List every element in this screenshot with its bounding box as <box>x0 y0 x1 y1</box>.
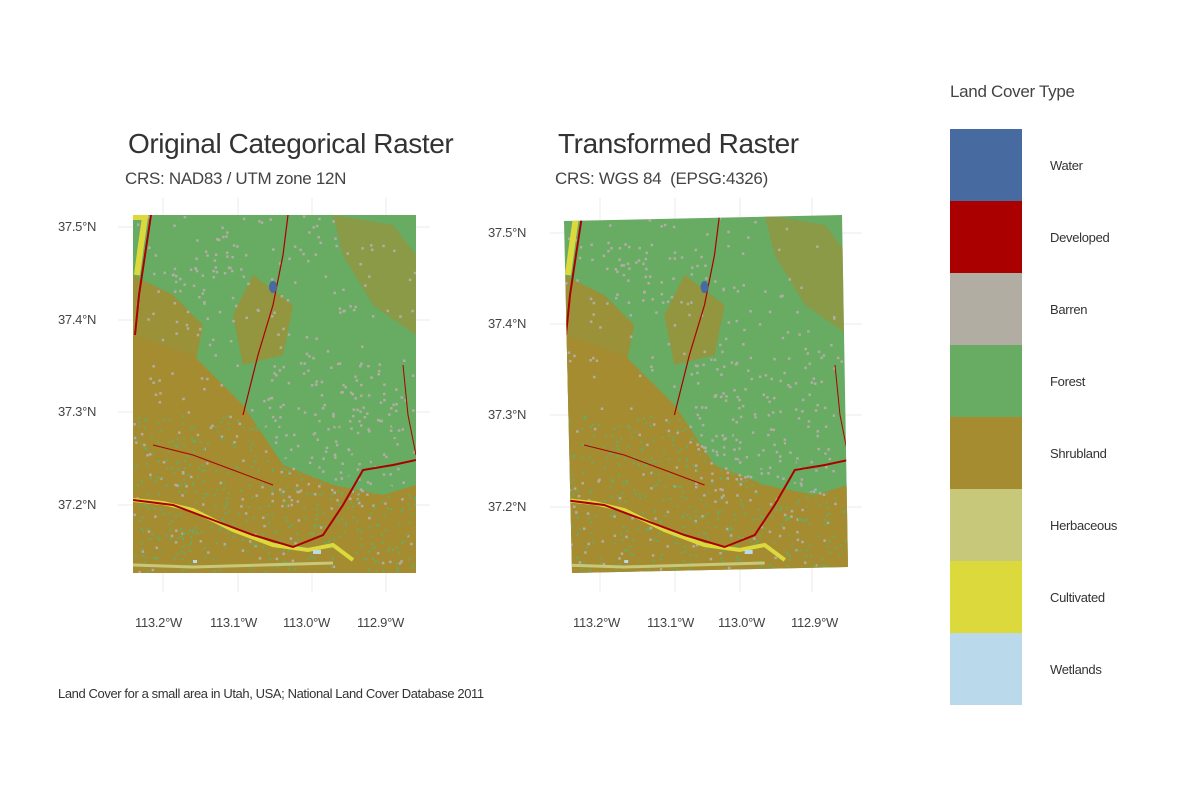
legend-label-developed: Developed <box>1050 230 1110 245</box>
legend-swatch-cultivated <box>950 561 1022 633</box>
panel2-lat-tick: 37.3°N <box>488 407 527 422</box>
legend-swatch-developed <box>950 201 1022 273</box>
panel1-title: Original Categorical Raster <box>128 128 454 159</box>
panel1-lat-tick: 37.4°N <box>58 312 97 327</box>
panel2-lon-tick: 113.1°W <box>647 615 694 630</box>
legend-swatch-herbaceous <box>950 489 1022 561</box>
legend-label-water: Water <box>1050 158 1083 173</box>
panel1-lat-tick: 37.3°N <box>58 404 97 419</box>
legend-label-herbaceous: Herbaceous <box>1050 518 1118 533</box>
legend-label-cultivated: Cultivated <box>1050 590 1105 605</box>
legend-label-barren: Barren <box>1050 302 1088 317</box>
panel2-lon-tick: 112.9°W <box>791 615 838 630</box>
panel2-lon-tick: 113.0°W <box>718 615 765 630</box>
legend-swatch-water <box>950 129 1022 201</box>
panel2-raster <box>564 215 848 573</box>
panel1-lon-tick: 113.0°W <box>283 615 330 630</box>
panel2-lat-tick: 37.4°N <box>488 316 527 331</box>
panel2-subtitle: CRS: WGS 84 (EPSG:4326) <box>555 169 768 188</box>
panel2-lat-tick: 37.2°N <box>488 499 527 514</box>
panel1-lon-tick: 113.1°W <box>210 615 257 630</box>
legend-swatch-forest <box>950 345 1022 417</box>
legend-swatch-barren <box>950 273 1022 345</box>
panel1-lat-tick: 37.5°N <box>58 219 97 234</box>
legend-label-forest: Forest <box>1050 374 1086 389</box>
panel1-subtitle: CRS: NAD83 / UTM zone 12N <box>125 169 347 188</box>
legend-title: Land Cover Type <box>950 82 1075 101</box>
caption: Land Cover for a small area in Utah, USA… <box>58 686 484 701</box>
panel1-lon-tick: 112.9°W <box>357 615 404 630</box>
legend-swatch-wetlands <box>950 633 1022 705</box>
panel1-raster <box>133 215 416 573</box>
legend-label-wetlands: Wetlands <box>1050 662 1102 677</box>
panel2-lat-tick: 37.5°N <box>488 225 527 240</box>
panel2-title: Transformed Raster <box>558 128 799 159</box>
panel2-lon-tick: 113.2°W <box>573 615 620 630</box>
legend-label-shrubland: Shrubland <box>1050 446 1107 461</box>
panel1-lat-tick: 37.2°N <box>58 497 97 512</box>
legend-swatch-shrubland <box>950 417 1022 489</box>
panel1-lon-tick: 113.2°W <box>135 615 182 630</box>
